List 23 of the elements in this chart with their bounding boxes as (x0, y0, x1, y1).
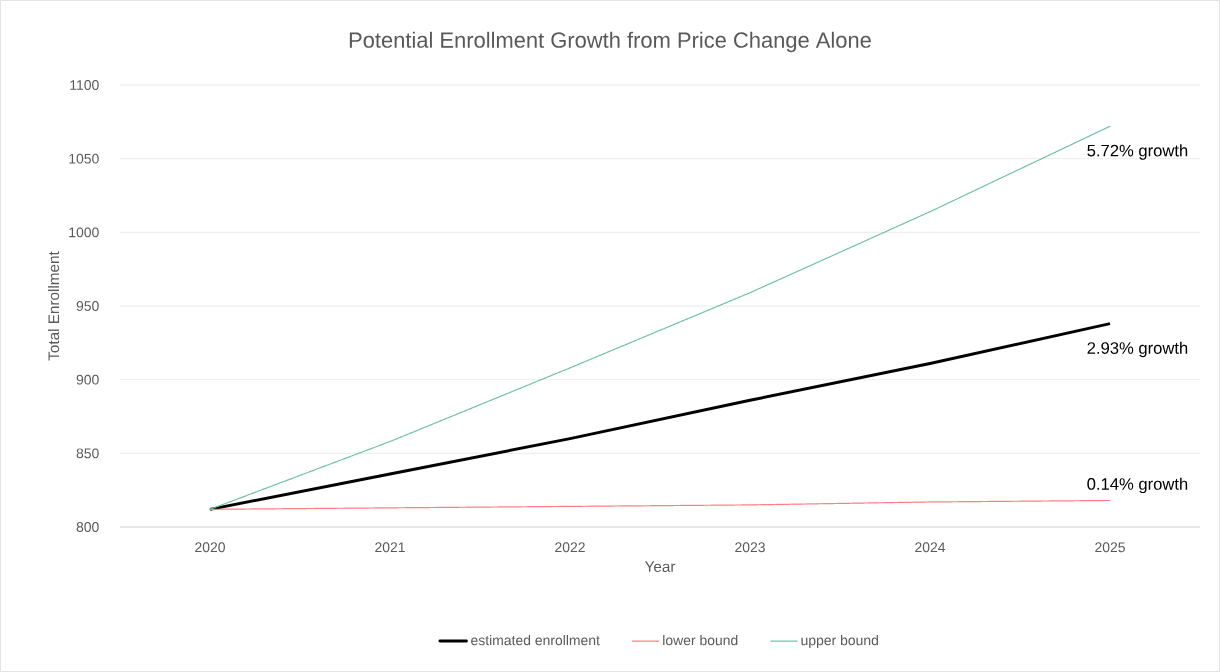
legend-label: lower bound (663, 634, 738, 646)
y-tick-label: 950 (76, 301, 99, 311)
annotation: 5.72% growth (1087, 144, 1188, 160)
x-tick-label: 2024 (915, 542, 946, 553)
y-tick-label: 1050 (69, 153, 99, 164)
x-tick-label: 2023 (735, 542, 765, 553)
legend-label: estimated enrollment (471, 634, 600, 646)
annotation: 0.14% growth (1087, 477, 1188, 494)
x-tick-label: 2021 (375, 542, 405, 553)
y-axis-title: Total Enrollment (47, 251, 60, 361)
x-tick-label: 2025 (1095, 542, 1125, 553)
annotation: 2.93% growth (1087, 341, 1188, 358)
chart-title: Potential Enrollment Growth from Price Change Alone (349, 31, 871, 53)
x-tick-label: 2022 (555, 542, 585, 553)
y-tick-label: 850 (76, 448, 99, 459)
x-axis-title: Year (644, 561, 676, 573)
line-series (209, 499, 1111, 510)
y-tick-label: 900 (76, 374, 99, 385)
legend-label: upper bound (801, 634, 878, 648)
y-tick-label: 1000 (69, 227, 99, 238)
y-tick-label: 800 (76, 522, 99, 532)
y-tick-label: 1100 (70, 80, 99, 90)
x-tick-label: 2020 (195, 542, 225, 553)
